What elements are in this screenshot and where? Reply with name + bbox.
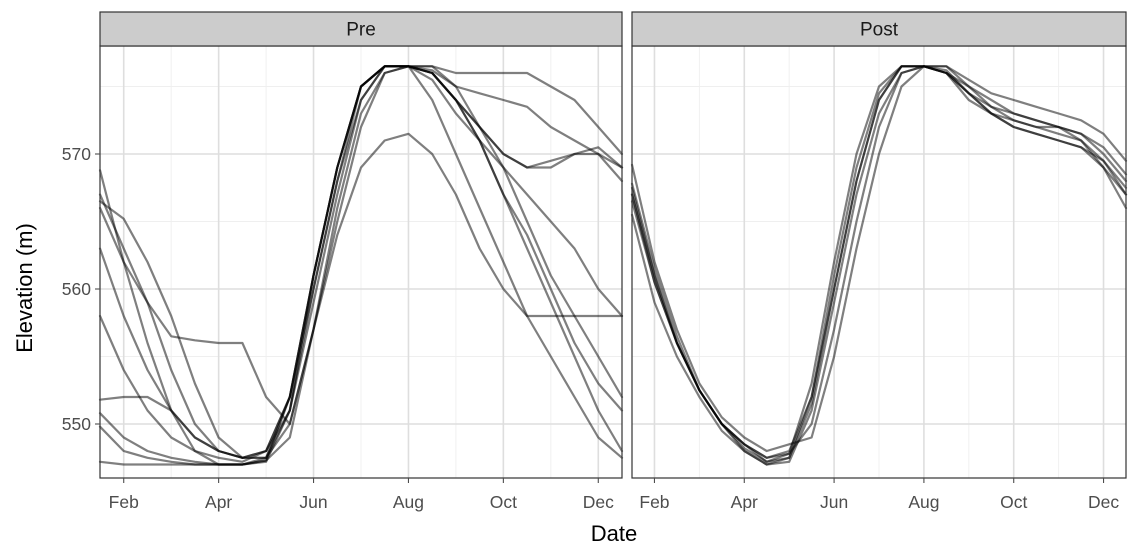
x-tick-label: Apr [731, 492, 758, 512]
x-tick-label: Apr [205, 492, 232, 512]
series-line-4 [630, 65, 1128, 453]
x-tick-label: Aug [908, 492, 939, 512]
series-line-9 [98, 65, 624, 453]
y-tick-label: 560 [62, 279, 91, 299]
series-line-10 [98, 65, 624, 459]
facet-strip [631, 11, 1127, 47]
facet-strip-label: Post [860, 20, 899, 41]
y-tick-label: 570 [62, 144, 91, 164]
x-tick-label: Dec [1088, 492, 1119, 512]
x-tick-label: Dec [583, 492, 614, 512]
x-tick-label: Feb [639, 492, 669, 512]
x-tick-label: Jun [820, 492, 848, 512]
x-tick-label: Aug [393, 492, 424, 512]
panel-pre: Pre Feb Apr Jun Aug Oct Dec 550 560 570 [62, 11, 624, 512]
x-tick-label: Jun [299, 492, 327, 512]
x-tick-label: Feb [109, 492, 139, 512]
series-line-8 [98, 132, 624, 466]
x-axis-title: Date [591, 521, 637, 546]
series-line-7 [630, 65, 1128, 463]
y-tick-label: 550 [62, 414, 91, 434]
y-axis-title: Elevation (m) [12, 223, 37, 353]
facet-strip-label: Pre [346, 20, 376, 41]
panels-layer: Pre Feb Apr Jun Aug Oct Dec 550 560 570 Post Feb Apr… [62, 11, 1128, 512]
facet-strip [99, 11, 623, 47]
panel-post: Post Feb Apr Jun Aug Oct Dec [630, 11, 1128, 512]
series-line-5 [98, 65, 624, 459]
x-tick-label: Oct [490, 492, 517, 512]
x-tick-label: Oct [1000, 492, 1027, 512]
